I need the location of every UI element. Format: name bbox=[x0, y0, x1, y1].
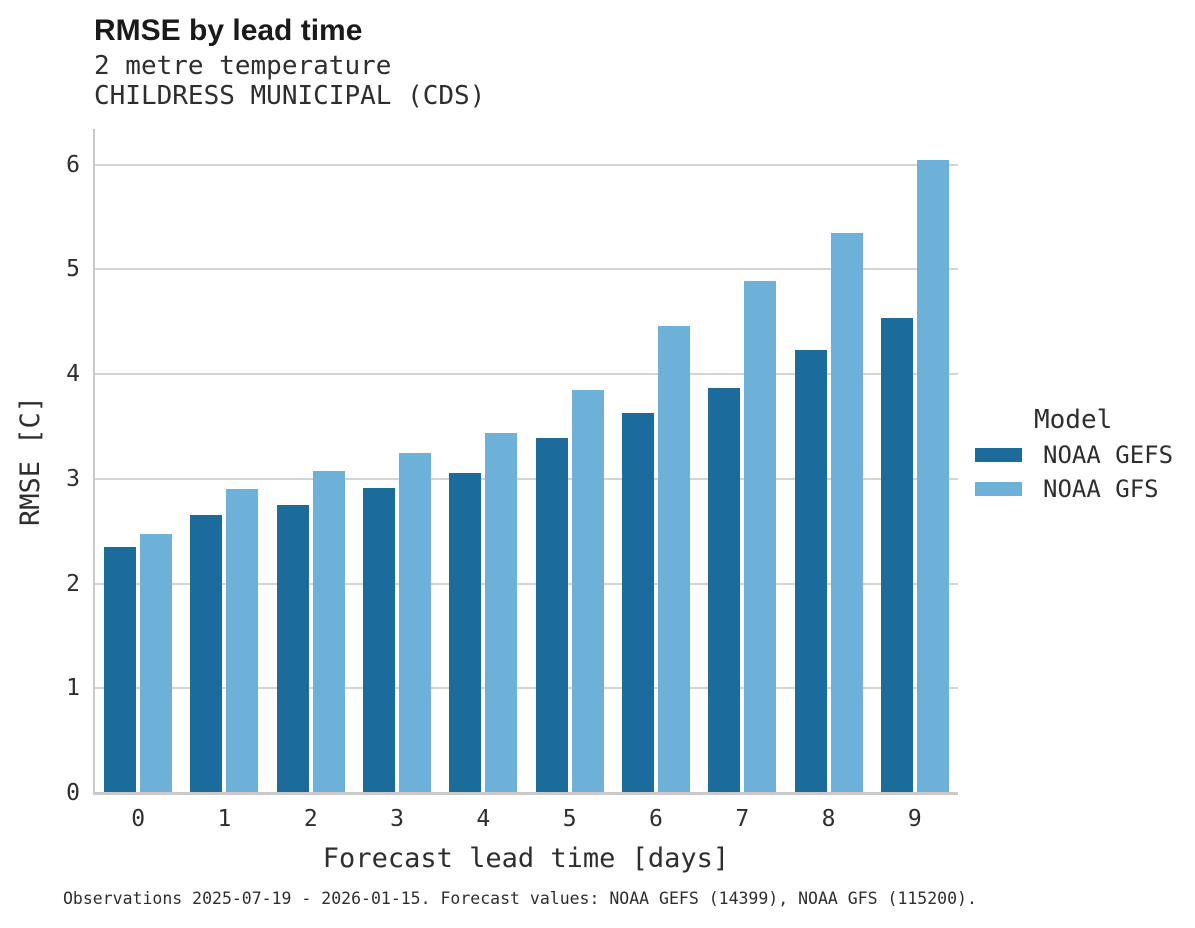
x-tick-label-6: 6 bbox=[649, 806, 663, 832]
bar-noaa-gfs-lead9 bbox=[916, 160, 949, 793]
legend-label: NOAA GFS bbox=[1043, 475, 1159, 503]
chart-subtitle-variable: 2 metre temperature bbox=[94, 51, 392, 81]
x-tick-label-1: 1 bbox=[217, 806, 232, 832]
bar-noaa-gfs-lead1 bbox=[226, 489, 259, 793]
legend-label: NOAA GEFS bbox=[1043, 441, 1174, 469]
y-axis-title: RMSE [C] bbox=[15, 395, 46, 527]
bar-noaa-gefs-lead8 bbox=[794, 349, 827, 793]
x-tick-label-2: 2 bbox=[303, 806, 318, 832]
bar-noaa-gfs-lead7 bbox=[744, 280, 777, 793]
legend-item-noaa-gfs: NOAA GFS bbox=[975, 475, 1173, 503]
bar-noaa-gfs-lead3 bbox=[399, 452, 432, 793]
footer-caption: Observations 2025-07-19 - 2026-01-15. Fo… bbox=[63, 889, 977, 908]
x-tick-label-4: 4 bbox=[476, 806, 491, 832]
bar-noaa-gfs-lead6 bbox=[657, 325, 690, 793]
bar-noaa-gefs-lead9 bbox=[880, 317, 913, 793]
gridline-y-5 bbox=[95, 268, 958, 271]
x-tick-label-0: 0 bbox=[131, 806, 146, 832]
y-axis-line bbox=[93, 129, 95, 795]
bar-noaa-gfs-lead2 bbox=[312, 471, 345, 793]
x-tick-label-3: 3 bbox=[390, 806, 404, 832]
chart-title: RMSE by lead time bbox=[94, 14, 363, 47]
gridline-y-3 bbox=[95, 477, 958, 480]
legend-swatch-icon bbox=[975, 482, 1022, 496]
bar-noaa-gfs-lead0 bbox=[140, 534, 173, 793]
gridline-y-2 bbox=[95, 582, 958, 585]
bar-noaa-gefs-lead7 bbox=[708, 387, 741, 793]
bar-noaa-gfs-lead8 bbox=[830, 232, 863, 793]
chart-subtitle-station: CHILDRESS MUNICIPAL (CDS) bbox=[94, 81, 486, 111]
bar-noaa-gefs-lead5 bbox=[535, 437, 568, 793]
bar-noaa-gefs-lead0 bbox=[104, 546, 137, 793]
legend-swatch-icon bbox=[975, 448, 1022, 462]
y-tick-label-0: 0 bbox=[66, 780, 80, 806]
y-tick-label-5: 5 bbox=[66, 256, 80, 283]
bar-noaa-gefs-lead2 bbox=[276, 505, 309, 793]
legend-item-noaa-gefs: NOAA GEFS bbox=[975, 441, 1174, 469]
bar-noaa-gefs-lead6 bbox=[621, 412, 654, 793]
bar-noaa-gefs-lead3 bbox=[363, 488, 396, 793]
y-tick-label-2: 2 bbox=[66, 570, 80, 597]
x-tick-label-9: 9 bbox=[907, 806, 922, 832]
y-tick-label-6: 6 bbox=[66, 151, 80, 178]
x-axis-line bbox=[93, 792, 958, 795]
y-tick-label-1: 1 bbox=[66, 675, 80, 702]
y-tick-label-3: 3 bbox=[66, 465, 80, 492]
legend-title: Model bbox=[1034, 405, 1113, 435]
x-tick-label-7: 7 bbox=[735, 806, 750, 832]
y-tick-label-4: 4 bbox=[66, 361, 80, 388]
bar-noaa-gfs-lead5 bbox=[571, 389, 604, 793]
legend: Model NOAA GEFS NOAA GFS bbox=[975, 405, 1173, 511]
gridline-y-1 bbox=[95, 687, 958, 690]
x-axis-title: Forecast lead time [days] bbox=[322, 843, 730, 874]
gridline-y-4 bbox=[95, 373, 958, 376]
plot-panel bbox=[95, 129, 958, 793]
bar-noaa-gfs-lead4 bbox=[485, 432, 518, 793]
x-tick-label-8: 8 bbox=[821, 806, 836, 832]
gridline-y-6 bbox=[95, 163, 958, 166]
x-tick-label-5: 5 bbox=[562, 806, 577, 832]
bar-noaa-gefs-lead1 bbox=[190, 515, 223, 793]
bar-noaa-gefs-lead4 bbox=[449, 472, 482, 793]
